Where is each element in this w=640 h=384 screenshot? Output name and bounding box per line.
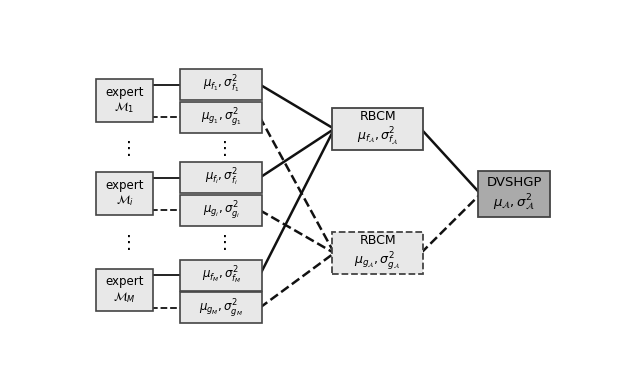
Text: $\mu_{f_M}, \sigma^2_{f_M}$: $\mu_{f_M}, \sigma^2_{f_M}$ [202, 265, 241, 286]
FancyBboxPatch shape [180, 69, 262, 100]
FancyBboxPatch shape [96, 79, 153, 122]
FancyBboxPatch shape [96, 268, 153, 311]
Text: expert
$\mathcal{M}_i$: expert $\mathcal{M}_i$ [106, 179, 144, 209]
Text: $\mu_{f_i}, \sigma^2_{f_i}$: $\mu_{f_i}, \sigma^2_{f_i}$ [205, 167, 238, 189]
Text: $\mu_{g_i}, \sigma^2_{g_i}$: $\mu_{g_i}, \sigma^2_{g_i}$ [203, 199, 240, 221]
FancyBboxPatch shape [180, 101, 262, 132]
Text: RBCM
$\mu_{f_{\mathcal{A}}}, \sigma^2_{f_{\mathcal{A}}}$: RBCM $\mu_{f_{\mathcal{A}}}, \sigma^2_{f… [357, 110, 398, 147]
Text: DVSHGP
$\mu_{\mathcal{A}}, \sigma^2_{\mathcal{A}}$: DVSHGP $\mu_{\mathcal{A}}, \sigma^2_{\ma… [486, 176, 541, 212]
Text: $\vdots$: $\vdots$ [118, 139, 131, 157]
FancyBboxPatch shape [180, 292, 262, 323]
FancyBboxPatch shape [332, 232, 424, 274]
FancyBboxPatch shape [180, 195, 262, 226]
Text: $\mu_{g_M}, \sigma^2_{g_M}$: $\mu_{g_M}, \sigma^2_{g_M}$ [200, 297, 243, 319]
Text: expert
$\mathcal{M}_M$: expert $\mathcal{M}_M$ [106, 275, 144, 305]
Text: $\vdots$: $\vdots$ [118, 233, 131, 252]
Text: RBCM
$\mu_{g_{\mathcal{A}}}, \sigma^2_{g_{\mathcal{A}}}$: RBCM $\mu_{g_{\mathcal{A}}}, \sigma^2_{g… [355, 234, 401, 272]
Text: $\vdots$: $\vdots$ [216, 233, 227, 252]
FancyBboxPatch shape [96, 172, 153, 215]
Text: $\mu_{g_1}, \sigma^2_{g_1}$: $\mu_{g_1}, \sigma^2_{g_1}$ [201, 106, 242, 128]
Text: $\mu_{f_1}, \sigma^2_{f_1}$: $\mu_{f_1}, \sigma^2_{f_1}$ [204, 74, 239, 95]
FancyBboxPatch shape [332, 108, 424, 149]
FancyBboxPatch shape [180, 260, 262, 291]
FancyBboxPatch shape [478, 171, 550, 217]
FancyBboxPatch shape [180, 162, 262, 193]
Text: expert
$\mathcal{M}_1$: expert $\mathcal{M}_1$ [106, 86, 144, 115]
Text: $\vdots$: $\vdots$ [216, 139, 227, 157]
